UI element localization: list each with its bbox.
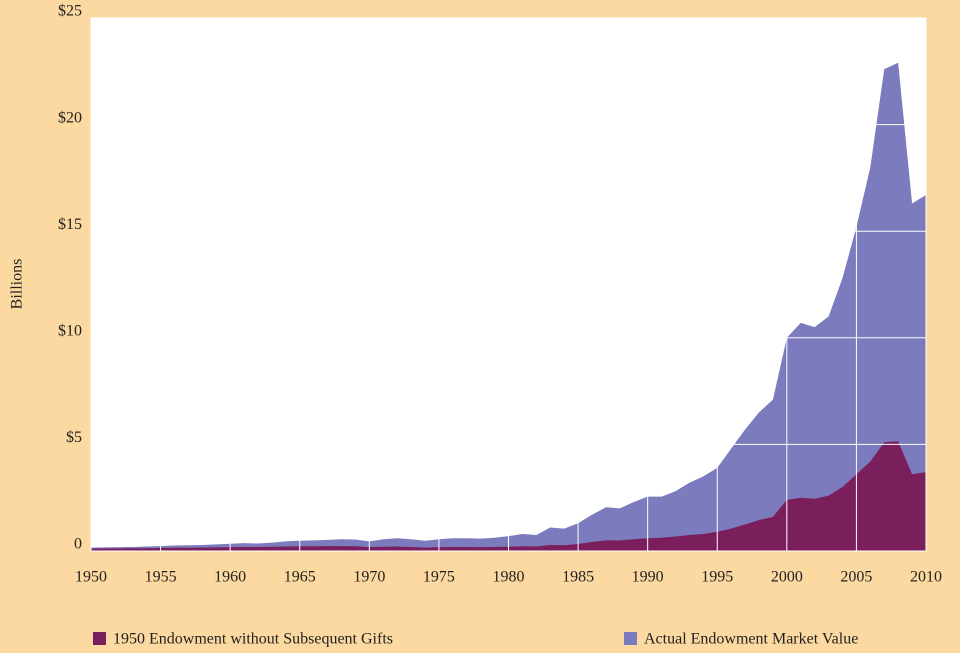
x-tick-label: 1980: [493, 569, 525, 586]
x-tick-label: 1955: [145, 569, 177, 586]
legend-swatch: [624, 632, 637, 645]
x-tick-label: 1970: [353, 569, 385, 586]
x-tick-label: 2010: [910, 569, 942, 586]
x-tick-label: 1990: [632, 569, 664, 586]
x-tick-label: 1950: [75, 569, 107, 586]
x-tick-label: 1995: [701, 569, 733, 586]
y-tick-label: $5: [66, 429, 82, 446]
x-tick-label: 2005: [840, 569, 872, 586]
area: [91, 441, 926, 551]
y-tick-label: $25: [58, 3, 82, 20]
x-tick-label: 1965: [284, 569, 316, 586]
x-tick-label: 1960: [214, 569, 246, 586]
y-tick-label: $20: [58, 109, 82, 126]
y-axis-label: Billions: [9, 259, 26, 310]
legend-swatch: [93, 632, 106, 645]
x-tick-label: 2000: [771, 569, 803, 586]
y-tick-label: $10: [58, 322, 82, 339]
x-tick-label: 1975: [423, 569, 455, 586]
legend-label: 1950 Endowment without Subsequent Gifts: [113, 631, 393, 648]
y-tick-label: 0: [74, 536, 82, 553]
x-tick-label: 1985: [562, 569, 594, 586]
legend-label: Actual Endowment Market Value: [644, 631, 858, 648]
y-tick-label: $15: [58, 216, 82, 233]
